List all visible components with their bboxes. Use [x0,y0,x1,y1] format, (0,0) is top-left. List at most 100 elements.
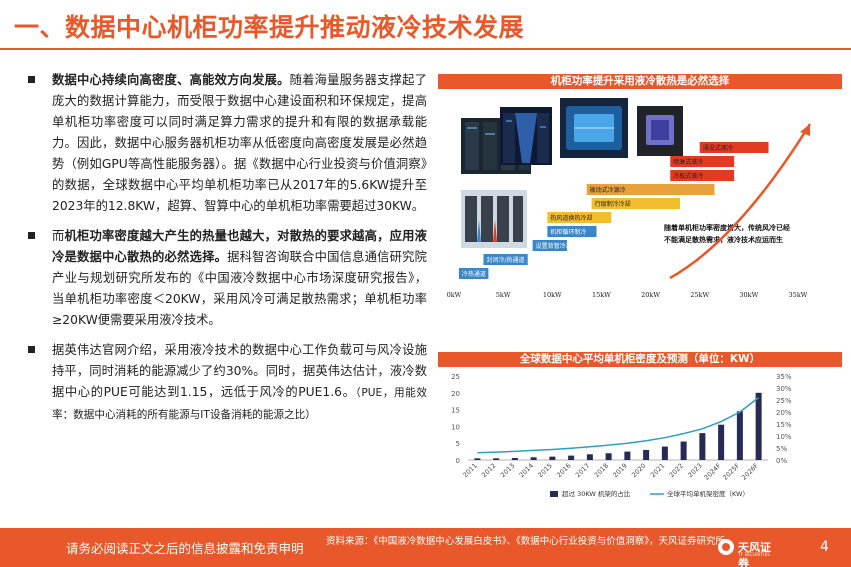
y-left-tick: 20 [451,390,460,398]
cooling-method-label: 冷板式液冷 [673,172,703,180]
cooling-method-label: 封闭冷/热通道 [486,256,524,264]
figure1-x-tick: 15kW [592,291,611,299]
y-right-tick: 35% [776,373,792,381]
cooling-method-bar [532,240,568,251]
square-bullet-icon [28,76,35,83]
figure1-x-tick: 10kW [543,291,562,299]
bullet-paragraph-2: 而机柜功率密度越大产生的热量也越大，对散热的要求越高，应用液冷是数据中心散热的必… [52,226,427,331]
x-tick-year: 2025F [721,462,741,482]
bullet-point-3: 据英伟达官网介绍，采用液冷技术的数据中心工作负载可与风冷设施持平，同时消耗的能源… [22,340,427,426]
x-tick-year: 2023 [686,462,703,479]
page-number: 4 [820,539,829,555]
bar-share-over-30kw [699,433,706,460]
figure1-annotation-line2: 不能满足散热需求，液冷技术应运而生 [664,235,783,244]
cold-plate-photo [637,106,683,156]
bar-share-over-30kw [643,449,650,460]
cooling-method-label: 喷淋式液冷 [673,158,703,166]
bullet-1-bold: 数据中心持续向高密度、高能效方向发展。 [52,73,290,87]
bullet-1-text: 随着海量服务器支撑起了庞大的数据计算能力，而受限于数据中心建设面积和环保规定，提… [52,73,427,213]
legend-bar-swatch [550,491,558,497]
line-avg-rack-density [477,397,760,454]
cooling-method-label: 设置背管冷却 [536,242,572,250]
server-aisle-photo [500,107,552,165]
y-right-tick: 20% [776,409,792,417]
figure1-title: 机柜功率提升采用液冷散热是必然选择 [438,74,842,89]
footer-source: 资料来源：《中国液冷数据中心发展白皮书》、《数据中心行业投资与价值洞察》，天风证… [326,536,726,547]
square-bullet-icon [28,346,35,353]
bar-share-over-30kw [586,454,593,460]
cooling-method-bar [483,254,528,265]
y-right-tick: 15% [776,421,792,429]
cooling-method-bar [670,170,735,181]
cooling-method-label: 机柜循环制冷 [550,228,586,236]
chart-title: 全球数据中心平均单机柜密度及预测（单位：KW） [438,352,842,367]
x-tick-year: 2016 [555,462,572,479]
bar-share-over-30kw [474,458,481,460]
bullet-3-text: 据英伟达官网介绍，采用液冷技术的数据中心工作负载可与风冷设施持平，同时消耗的能源… [52,343,427,399]
cooling-method-bar [670,156,735,167]
cooling-method-label: 热风道换热冷却 [550,214,592,222]
x-tick-year: 2026F [740,462,760,482]
cooling-method-label: 行级制冷冷却 [595,200,631,208]
figure1-x-tick: 35kW [789,291,808,299]
x-tick-year: 2024F [703,462,723,482]
y-right-tick: 25% [776,397,792,405]
x-tick-year: 2019 [611,462,628,479]
legend-bar-label: 超过 30KW 机架的占比 [562,489,631,498]
company-logo: 天风证券 TF SECURITIES [718,537,780,567]
logo-icon [718,539,734,555]
bullet-2-text: 据科智咨询联合中国信息通信研究院产业与规划研究所发布的《中国液冷数据中心市场深度… [52,250,427,327]
bar-share-over-30kw [624,451,631,460]
x-tick-year: 2013 [499,462,516,479]
bar-share-over-30kw [493,458,500,460]
y-left-tick: 10 [451,423,460,431]
bar-share-over-30kw [755,392,762,460]
y-right-tick: 30% [776,385,792,393]
figure1-x-tick: 25kW [690,291,709,299]
title-divider [0,48,851,50]
bar-share-over-30kw [718,424,725,460]
x-tick-year: 2022 [668,462,685,479]
bar-share-over-30kw [605,453,612,460]
bar-share-over-30kw [661,446,668,460]
footer-disclaimer: 请务必阅读正文之后的信息披露和免责申明 [66,541,304,556]
x-tick-year: 2021 [649,462,666,479]
bullet-2-bold: 机柜功率密度越大产生的热量也越大，对散热的要求越高，应用液冷是数据中心散热的必然… [52,229,427,264]
bar-share-over-30kw [568,455,575,460]
y-left-tick: 15 [451,407,460,415]
bar-share-over-30kw [736,411,743,460]
logo-text: 天风证券 [738,541,771,567]
x-tick-year: 2017 [574,462,591,479]
bar-share-over-30kw [511,457,518,460]
bar-share-over-30kw [680,441,687,460]
x-tick-year: 2020 [630,462,647,479]
x-tick-year: 2015 [536,462,553,479]
y-right-tick: 0% [776,457,787,465]
y-left-tick: 0 [456,457,460,465]
logo-subtext: TF SECURITIES [738,552,771,557]
figure1-trend-arrow [669,123,812,280]
bar-share-over-30kw [549,456,556,460]
cooling-method-label: 被动式冷源冷 [590,186,626,194]
figure1-x-tick: 20kW [641,291,660,299]
figure1-annotation-line1: 随着单机柜功率密度增大，传统风冷已经 [664,223,790,232]
arrow-head-icon [800,124,810,136]
figure1-x-tick: 5kW [496,291,511,299]
cooling-method-label: 冷热通道 [462,270,486,278]
x-tick-year: 2014 [518,462,535,479]
cooling-method-bar [547,226,597,237]
bullet-3-note: （PUE，用能效率：数据中心消耗的所有能源与IT设备消耗的能源之比） [52,387,427,421]
y-left-tick: 5 [456,440,460,448]
density-chart: 0 5 10 15 20 25 0% 5% 10% 15% 20% 25% 30% 35% 2011 2012… [451,373,792,498]
text-column: 数据中心持续向高密度、高能效方向发展。随着海量服务器支撑起了庞大的数据计算能力，… [22,70,427,435]
bar-share-over-30kw [530,457,537,460]
legend-line-label: 全球平均单机架密度（KW） [667,489,749,498]
cooling-method-label: 浸没式液冷 [703,144,733,152]
y-left-tick: 25 [451,373,460,381]
figure1-x-tick: 0kW [447,291,462,299]
cooling-method-bar [458,268,489,279]
x-tick-year: 2011 [461,462,478,479]
liquid-cooling-photo [560,98,628,158]
y-right-tick: 5% [776,445,787,453]
